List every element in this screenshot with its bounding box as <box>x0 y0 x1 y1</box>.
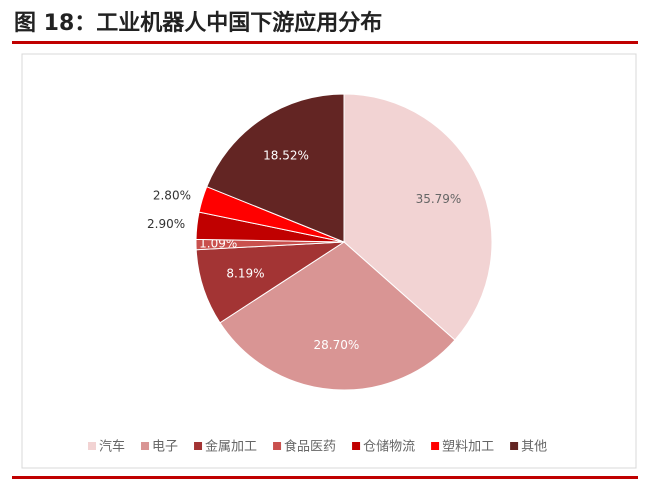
data-label: 28.70% <box>314 338 360 352</box>
legend-label: 塑料加工 <box>442 440 494 455</box>
chart-title: 图 18：工业机器人中国下游应用分布 <box>14 10 382 36</box>
data-label: 2.80% <box>153 188 191 202</box>
data-label: 2.90% <box>147 217 185 231</box>
title-rule <box>12 41 638 44</box>
legend-swatch <box>141 442 150 450</box>
legend-label: 金属加工 <box>205 439 257 455</box>
legend-swatch <box>273 442 282 450</box>
pie-slice <box>206 93 345 243</box>
legend-label: 汽车 <box>99 439 125 455</box>
legend-swatch <box>194 442 203 450</box>
legend-label: 仓储物流 <box>363 440 415 455</box>
legend-label: 其他 <box>521 440 547 455</box>
pie-slice <box>343 93 493 341</box>
data-label: 8.19% <box>226 267 264 281</box>
legend-swatch <box>352 442 361 450</box>
legend-swatch <box>510 442 519 450</box>
data-label: 35.79% <box>416 192 462 206</box>
legend-swatch <box>88 442 96 450</box>
bottom-rule <box>12 476 638 479</box>
chart-frame <box>21 53 637 469</box>
pie-slice <box>219 241 456 391</box>
data-label: 18.52% <box>263 149 309 163</box>
legend-label: 电子 <box>152 440 178 455</box>
legend-swatch <box>431 442 440 450</box>
legend-label: 食品医药 <box>284 439 336 455</box>
